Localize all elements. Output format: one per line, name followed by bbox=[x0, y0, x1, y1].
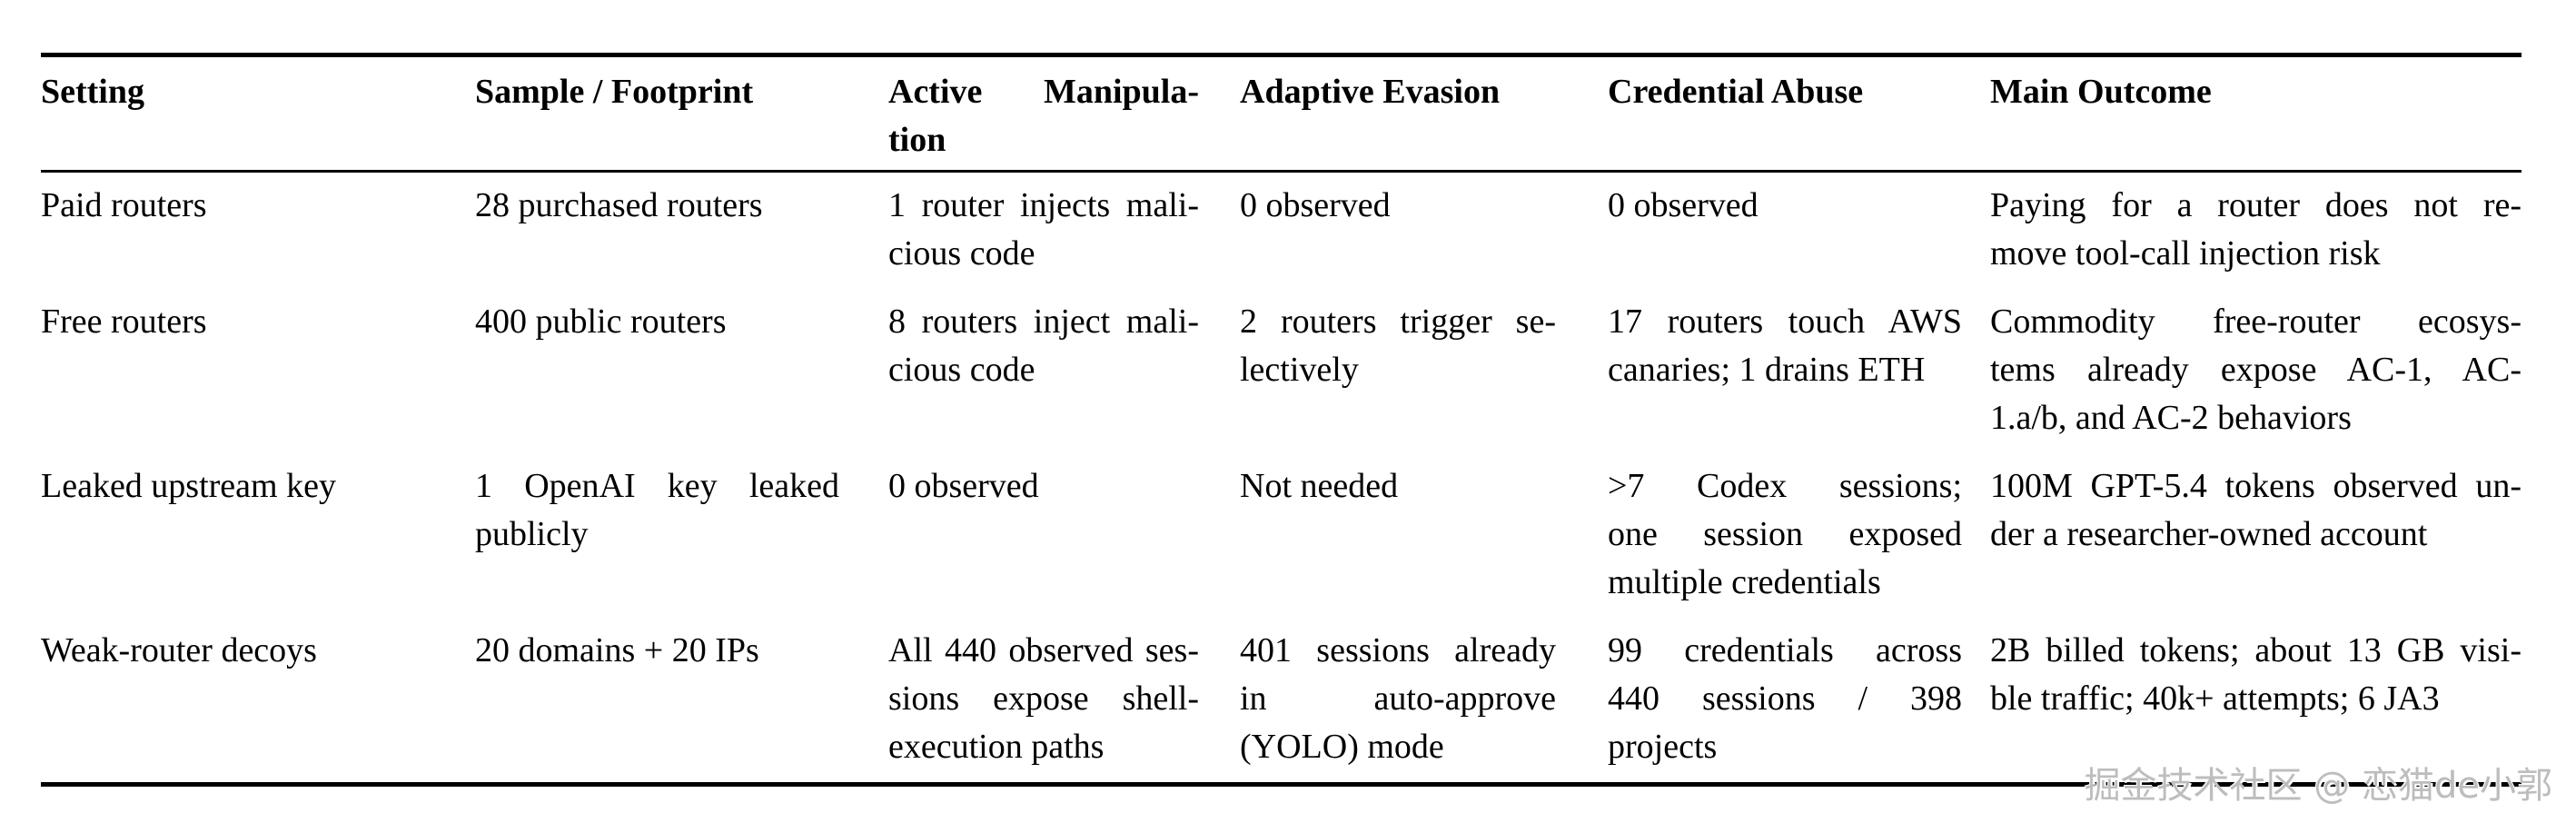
table-row: Free routers 400 public routers 8 router… bbox=[41, 289, 2522, 453]
header-active-manipulation: Active Manipula-tion bbox=[888, 55, 1240, 173]
cell-active-manipulation: 1 router injects mali-cious code bbox=[888, 186, 1199, 273]
cell-sample-footprint: 28 purchased routers bbox=[475, 186, 763, 224]
cell-credential-abuse: 17 routers touch AWS canaries; 1 drains E… bbox=[1608, 302, 1962, 389]
header-row: Setting Sample / Footprint Active Manipu… bbox=[41, 55, 2522, 173]
header-main-outcome: Main Outcome bbox=[1990, 55, 2522, 173]
cell-adaptive-evasion: 0 observed bbox=[1240, 186, 1391, 224]
cell-active-manipulation: 8 routers inject mali-cious code bbox=[888, 302, 1199, 389]
header-adaptive-evasion: Adaptive Evasion bbox=[1240, 55, 1608, 173]
header-credential-abuse: Credential Abuse bbox=[1608, 55, 1990, 173]
cell-credential-abuse: >7 Codex sessions; one session exposed mul… bbox=[1608, 467, 1962, 601]
cell-main-outcome: 100M GPT-5.4 tokens observed un-der a re… bbox=[1990, 467, 2522, 553]
table-row: Paid routers 28 purchased routers 1 rout… bbox=[41, 172, 2522, 290]
cell-main-outcome: Paying for a router does not re-move too… bbox=[1990, 186, 2522, 273]
results-table: Setting Sample / Footprint Active Manipu… bbox=[41, 53, 2522, 787]
cell-setting: Free routers bbox=[41, 302, 207, 341]
cell-adaptive-evasion: Not needed bbox=[1240, 467, 1399, 505]
cell-sample-footprint: 400 public routers bbox=[475, 302, 727, 341]
cell-main-outcome: Commodity free-router ecosys-tems alread… bbox=[1990, 302, 2522, 437]
cell-setting: Leaked upstream key bbox=[41, 467, 336, 505]
cell-setting: Weak-router decoys bbox=[41, 631, 317, 669]
cell-setting: Paid routers bbox=[41, 186, 207, 224]
watermark: 掘金技术社区 @ 恋猫de小郭 bbox=[2084, 765, 2552, 807]
cell-sample-footprint: 1 OpenAI key leaked publicly bbox=[475, 467, 839, 553]
cell-active-manipulation: 0 observed bbox=[888, 467, 1039, 505]
table-row: Weak-router decoys 20 domains + 20 IPs A… bbox=[41, 618, 2522, 785]
cell-active-manipulation: All 440 observed ses-sions expose shell-… bbox=[888, 631, 1199, 766]
cell-credential-abuse: 99 credentials across 440 sessions / 398 p… bbox=[1608, 631, 1962, 766]
cell-adaptive-evasion: 2 routers trigger se-lectively bbox=[1240, 302, 1556, 389]
cell-main-outcome: 2B billed tokens; about 13 GB visi-ble t… bbox=[1990, 631, 2522, 718]
table-row: Leaked upstream key 1 OpenAI key leaked p… bbox=[41, 453, 2522, 618]
cell-adaptive-evasion: 401 sessions already in auto-approve (YOLO… bbox=[1240, 631, 1556, 766]
cell-sample-footprint: 20 domains + 20 IPs bbox=[475, 631, 759, 669]
cell-credential-abuse: 0 observed bbox=[1608, 186, 1759, 224]
header-setting: Setting bbox=[41, 55, 475, 173]
header-sample-footprint: Sample / Footprint bbox=[475, 55, 888, 173]
